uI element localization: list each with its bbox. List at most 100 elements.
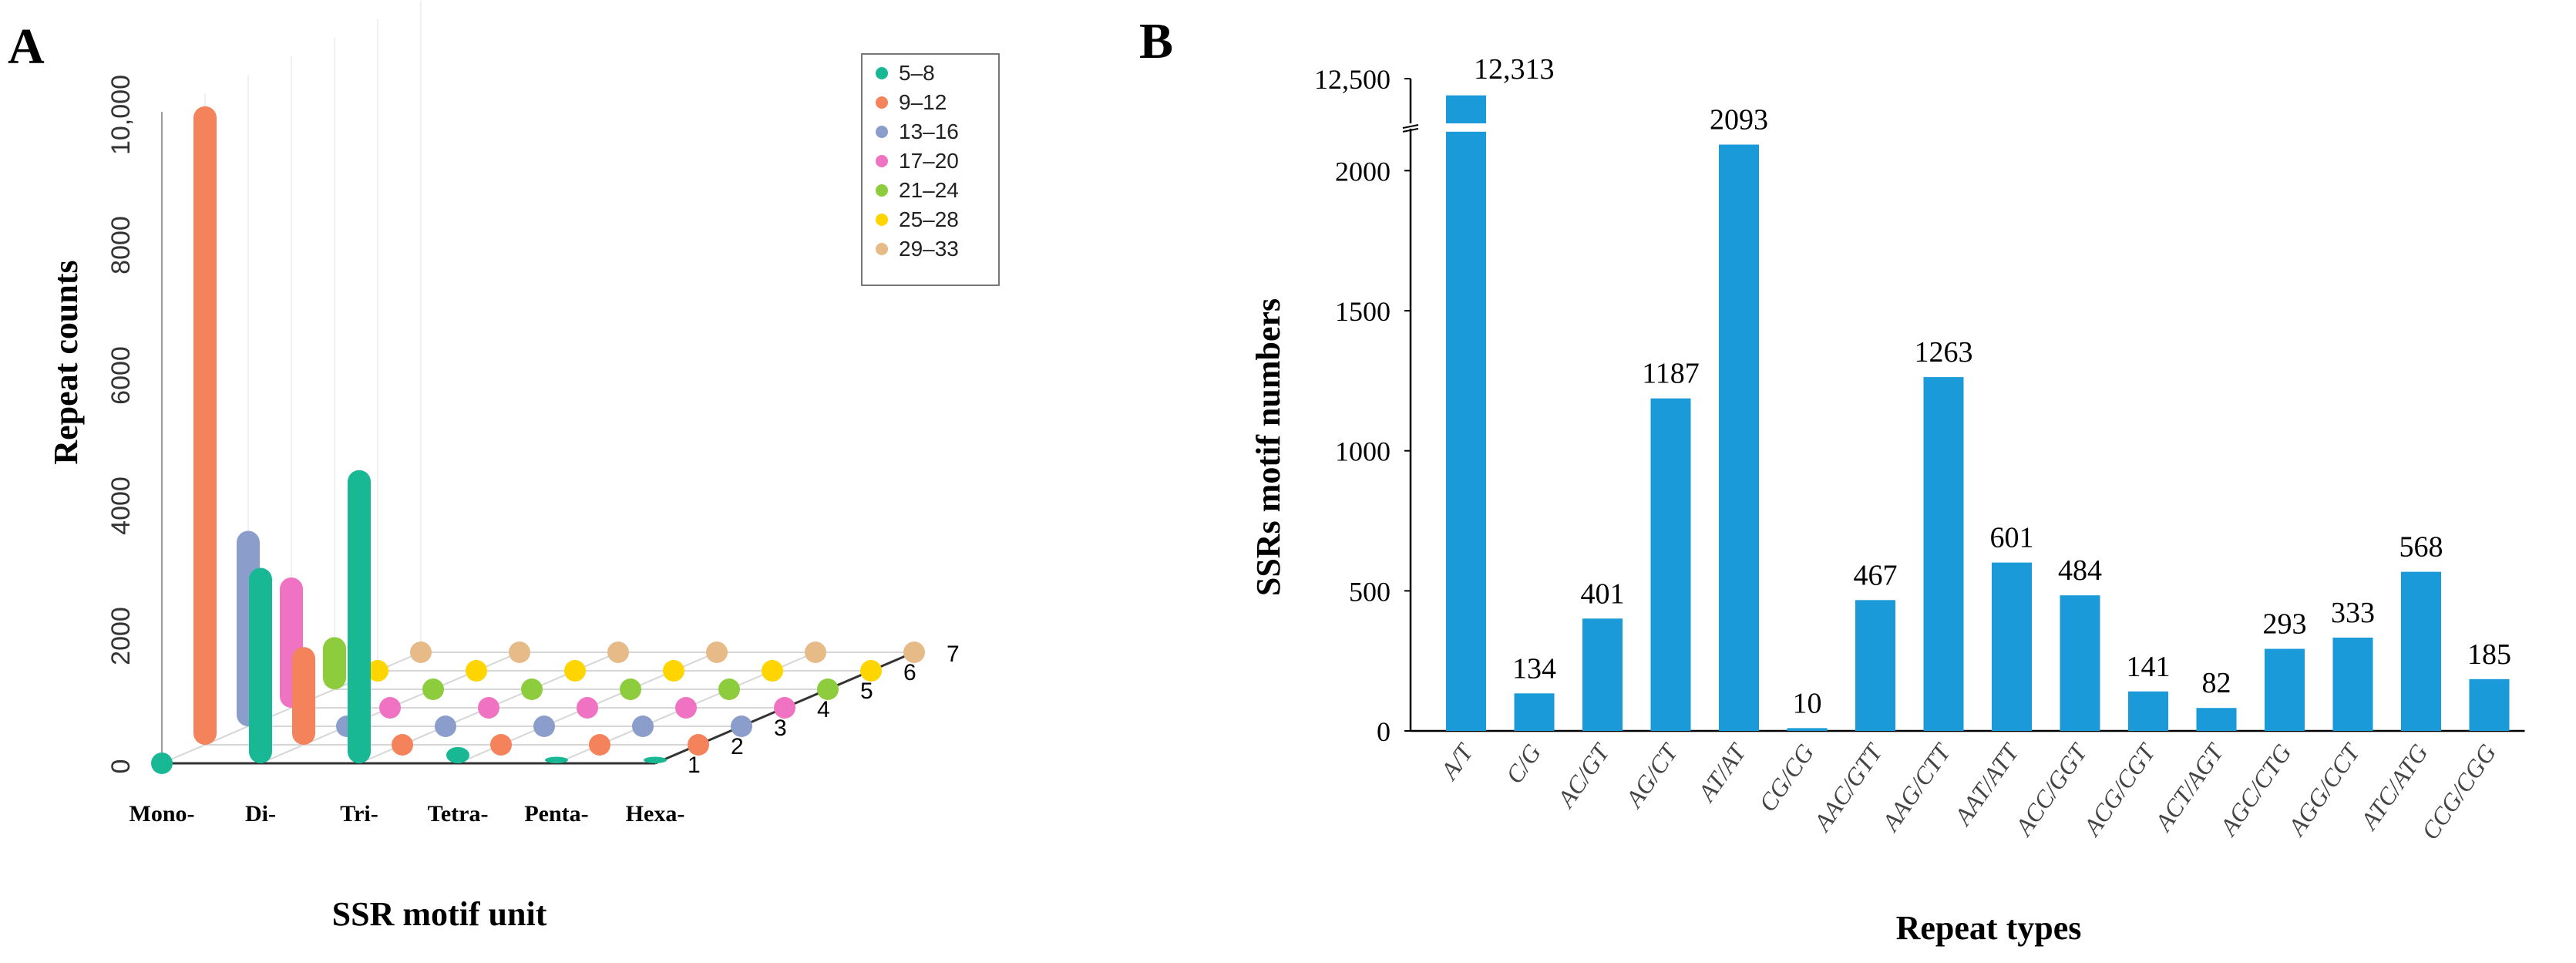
bar-marker bbox=[860, 660, 882, 682]
depth-tick-label: 1 bbox=[688, 753, 701, 778]
bar bbox=[1787, 728, 1828, 731]
bar-marker bbox=[675, 697, 697, 719]
bar bbox=[2196, 708, 2237, 731]
legend-swatch bbox=[876, 184, 888, 197]
bar bbox=[2401, 571, 2441, 731]
bar-marker bbox=[367, 660, 388, 682]
panel-b-bars bbox=[1446, 95, 2510, 732]
value-label: 1187 bbox=[1642, 358, 1700, 390]
value-label: 401 bbox=[1581, 577, 1625, 610]
depth-tick-label: 7 bbox=[947, 641, 960, 667]
bar bbox=[2332, 638, 2373, 731]
bar bbox=[1719, 144, 1759, 731]
bar-marker bbox=[620, 678, 641, 700]
bar-marker bbox=[706, 641, 728, 663]
bar-marker bbox=[589, 734, 610, 756]
bar-marker bbox=[392, 734, 413, 756]
panel-a-floor-grid bbox=[161, 1, 915, 764]
value-label: 10 bbox=[1793, 687, 1822, 719]
value-label: 134 bbox=[1512, 652, 1556, 685]
y-tick-label: 1500 bbox=[1335, 296, 1391, 327]
panel-a-x-axis-title: SSR motif unit bbox=[332, 895, 547, 933]
value-label: 12,313 bbox=[1474, 53, 1555, 86]
category-label: AAG/CTT bbox=[1875, 738, 1956, 837]
bar-marker bbox=[478, 697, 499, 719]
category-label: AAT/ATT bbox=[1948, 738, 2025, 831]
bar bbox=[292, 647, 315, 745]
y-tick-label: 0 bbox=[106, 759, 136, 774]
panel-b-y-axis-title: SSRs motif numbers bbox=[1249, 298, 1287, 596]
y-tick-label: 6000 bbox=[106, 346, 136, 405]
axis-break-mark bbox=[1402, 124, 1419, 129]
bar-marker bbox=[762, 660, 783, 682]
bar-marker bbox=[688, 734, 709, 756]
bar bbox=[644, 756, 667, 763]
y-tick-label: 8000 bbox=[106, 216, 136, 274]
panel-b-x-axis-title: Repeat types bbox=[1896, 909, 2082, 947]
bar-marker bbox=[774, 697, 795, 719]
bar-marker bbox=[731, 716, 752, 737]
category-label: Tri- bbox=[340, 801, 378, 827]
bar bbox=[1514, 693, 1555, 731]
panel-b-axes bbox=[1402, 78, 2525, 732]
value-label: 82 bbox=[2202, 667, 2231, 699]
bar bbox=[1650, 398, 1691, 731]
category-label: AAC/GTT bbox=[1808, 738, 1888, 837]
category-label: C/G bbox=[1500, 739, 1546, 788]
bar bbox=[446, 746, 469, 763]
bar-upper-segment bbox=[1446, 95, 1486, 123]
panel-b-letter: B bbox=[1139, 13, 1173, 69]
legend-swatch bbox=[876, 155, 888, 167]
panel-b-bar-chart: B SSRs motif numbers Repeat types 0 500 10… bbox=[1139, 13, 2525, 947]
bar-marker bbox=[903, 641, 925, 663]
value-label: 467 bbox=[1854, 559, 1898, 591]
legend-swatch bbox=[876, 243, 888, 255]
bar-marker bbox=[564, 660, 586, 682]
legend-label: 25–28 bbox=[899, 207, 959, 231]
y-tick-label: 2000 bbox=[106, 607, 136, 665]
y-tick-label-upper: 12,500 bbox=[1314, 64, 1391, 95]
panel-a-tick-labels: 0 2000 4000 6000 8000 10,000 Mono- Di- Tri- Tetra… bbox=[106, 75, 960, 827]
bar-marker bbox=[379, 697, 401, 719]
legend-swatch bbox=[876, 214, 888, 226]
value-label: 2093 bbox=[1710, 104, 1768, 136]
legend-label: 13–16 bbox=[899, 120, 959, 143]
value-label: 333 bbox=[2331, 597, 2375, 629]
bar-marker bbox=[422, 678, 444, 700]
bar bbox=[1855, 600, 1895, 731]
legend-swatch bbox=[876, 126, 888, 138]
bar-marker bbox=[490, 734, 512, 756]
depth-tick-label: 6 bbox=[903, 660, 916, 685]
bar bbox=[1923, 377, 1964, 731]
depth-tick-label: 2 bbox=[731, 734, 744, 759]
bar bbox=[2265, 648, 2305, 731]
bar bbox=[545, 756, 568, 763]
y-tick-label: 1000 bbox=[1335, 436, 1391, 467]
bar bbox=[348, 470, 371, 763]
panel-a-y-axis-title: Repeat counts bbox=[47, 260, 85, 464]
bar bbox=[193, 106, 217, 745]
value-label: 141 bbox=[2127, 651, 2171, 683]
panel-b-labels: 0 500 1000 1500 2000 12,500 12,313 A/T 134 C/G 401… bbox=[1314, 53, 2511, 845]
y-tick-label: 2000 bbox=[1335, 156, 1391, 187]
bar-marker bbox=[521, 678, 543, 700]
legend-label: 9–12 bbox=[899, 90, 947, 114]
bar-marker bbox=[805, 641, 826, 663]
panel-a-3d-chart: A Repeat counts SSR motif unit 0 2000 4000… bbox=[8, 1, 1000, 933]
panel-a-bars bbox=[151, 106, 925, 774]
category-label: Penta- bbox=[524, 801, 588, 827]
category-label: Tetra- bbox=[428, 801, 489, 827]
bar-marker bbox=[509, 641, 530, 663]
bar bbox=[1446, 131, 1486, 732]
legend-label: 29–33 bbox=[899, 237, 959, 261]
bar-marker bbox=[632, 716, 654, 737]
bar bbox=[323, 637, 346, 689]
bar bbox=[2128, 691, 2168, 731]
bar bbox=[1992, 562, 2032, 731]
bar-marker bbox=[151, 753, 173, 774]
category-label: Mono- bbox=[129, 801, 195, 827]
category-label: AC/GT bbox=[1551, 738, 1616, 813]
y-tick-label: 4000 bbox=[106, 476, 136, 535]
value-label: 601 bbox=[1990, 522, 2034, 554]
